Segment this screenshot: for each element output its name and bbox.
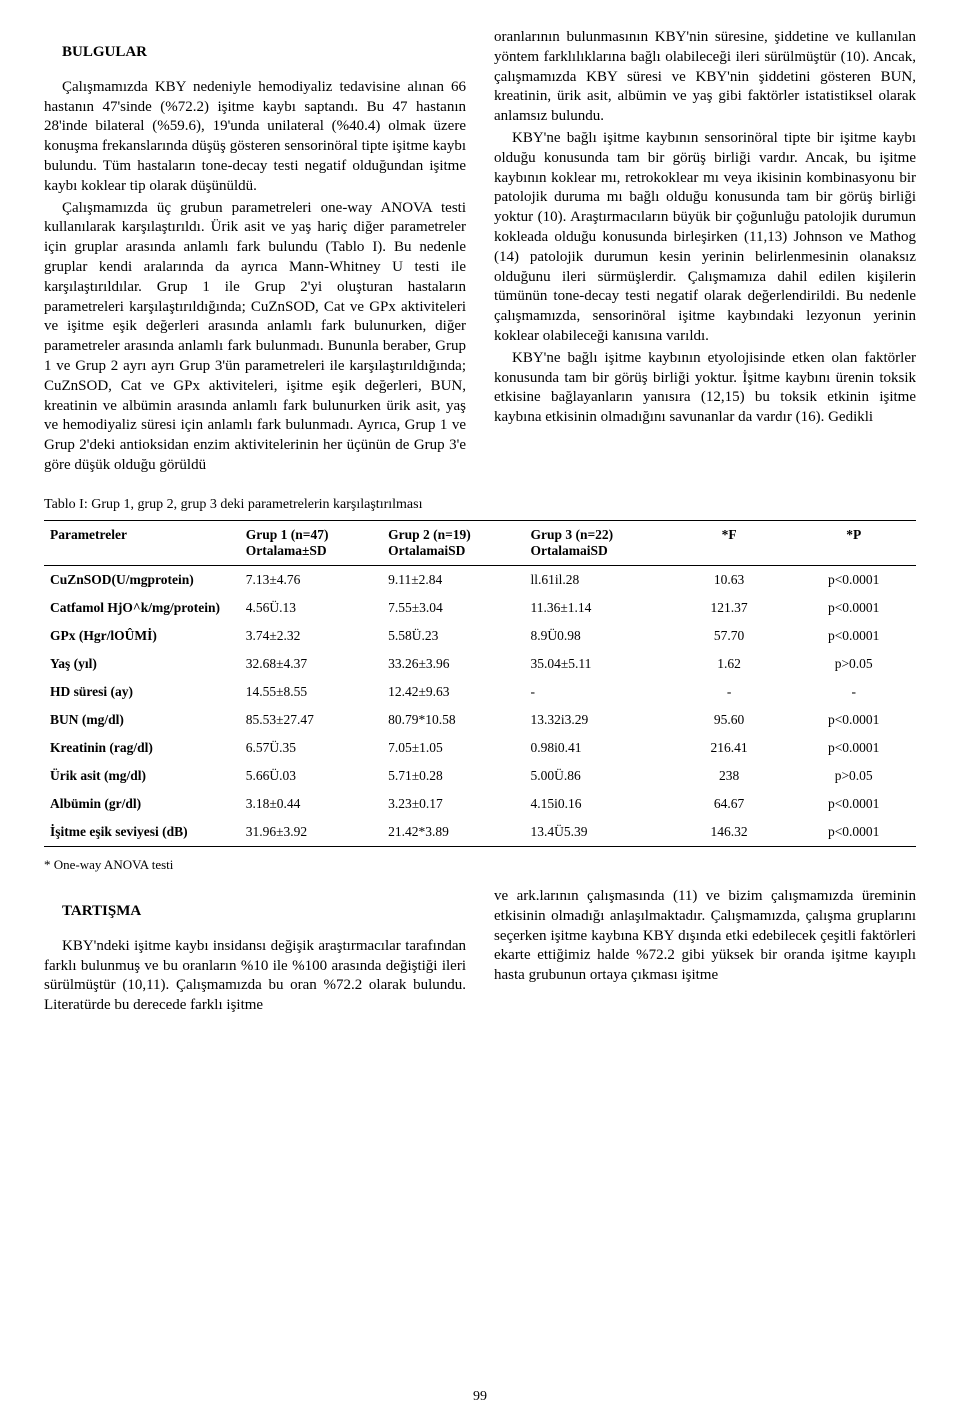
table-cell: 85.53±27.47 (240, 706, 382, 734)
table-cell: p<0.0001 (791, 790, 916, 818)
table-cell: Yaş (yıl) (44, 650, 240, 678)
table-cell: Albümin (gr/dl) (44, 790, 240, 818)
table-cell: 5.66Ü.03 (240, 762, 382, 790)
table-cell: 95.60 (667, 706, 792, 734)
table-row: HD süresi (ay)14.55±8.5512.42±9.63--- (44, 678, 916, 706)
table-row: GPx (Hgr/lOÛMİ)3.74±2.325.58Ü.238.9Ü0.98… (44, 622, 916, 650)
table-cell: 14.55±8.55 (240, 678, 382, 706)
table-cell: 21.42*3.89 (382, 818, 524, 847)
table-cell: CuZnSOD(U/mgprotein) (44, 565, 240, 594)
table-cell: 3.74±2.32 (240, 622, 382, 650)
right-paragraph-1: oranlarının bulunmasının KBY'nin süresin… (494, 28, 916, 127)
table-cell: 33.26±3.96 (382, 650, 524, 678)
table-cell: 5.71±0.28 (382, 762, 524, 790)
table-cell: 80.79*10.58 (382, 706, 524, 734)
table-cell: p<0.0001 (791, 565, 916, 594)
table-cell: p>0.05 (791, 762, 916, 790)
table-cell: BUN (mg/dl) (44, 706, 240, 734)
table-cell: 57.70 (667, 622, 792, 650)
table-footnote: * One-way ANOVA testi (44, 857, 916, 873)
right-paragraph-2: KBY'ne bağlı işitme kaybının sensorinöra… (494, 129, 916, 347)
table-cell: 8.9Ü0.98 (524, 622, 666, 650)
table-cell: 7.13±4.76 (240, 565, 382, 594)
table-cell: 11.36±1.14 (524, 594, 666, 622)
table-cell: 3.18±0.44 (240, 790, 382, 818)
table-cell: 4.56Ü.13 (240, 594, 382, 622)
table-row: Catfamol HjO^k/mg/protein)4.56Ü.137.55±3… (44, 594, 916, 622)
table-cell: HD süresi (ay) (44, 678, 240, 706)
table-row: BUN (mg/dl)85.53±27.4780.79*10.5813.32i3… (44, 706, 916, 734)
table-cell: 64.67 (667, 790, 792, 818)
table-cell: 146.32 (667, 818, 792, 847)
table-cell: 5.58Ü.23 (382, 622, 524, 650)
table-cell: 7.05±1.05 (382, 734, 524, 762)
table-cell: 7.55±3.04 (382, 594, 524, 622)
table-cell: 216.41 (667, 734, 792, 762)
left-paragraph-2: Çalışmamızda üç grubun parametreleri one… (44, 199, 466, 476)
table-cell: - (524, 678, 666, 706)
table-header-cell: Grup 3 (n=22)OrtalamaiSD (524, 520, 666, 565)
table-cell: Kreatinin (rag/dl) (44, 734, 240, 762)
table-cell: 4.15i0.16 (524, 790, 666, 818)
table-header-cell: Parametreler (44, 520, 240, 565)
table-cell: Ürik asit (mg/dl) (44, 762, 240, 790)
table-cell: - (791, 678, 916, 706)
table-cell: 1.62 (667, 650, 792, 678)
table-cell: 12.42±9.63 (382, 678, 524, 706)
table-cell: p<0.0001 (791, 734, 916, 762)
table-row: Yaş (yıl)32.68±4.3733.26±3.9635.04±5.111… (44, 650, 916, 678)
table-cell: 0.98i0.41 (524, 734, 666, 762)
table-header-row: ParametrelerGrup 1 (n=47)Ortalama±SDGrup… (44, 520, 916, 565)
table-cell: p<0.0001 (791, 594, 916, 622)
right-paragraph-3: KBY'ne bağlı işitme kaybının etyolojisin… (494, 349, 916, 428)
discussion-right-paragraph: ve ark.larının çalışmasında (11) ve bizi… (494, 887, 916, 986)
table-cell: 5.00Ü.86 (524, 762, 666, 790)
table-cell: ll.61il.28 (524, 565, 666, 594)
table-cell: p<0.0001 (791, 818, 916, 847)
table-header-cell: Grup 2 (n=19)OrtalamaiSD (382, 520, 524, 565)
table-cell: p>0.05 (791, 650, 916, 678)
table-cell: 13.4Ü5.39 (524, 818, 666, 847)
table-cell: 32.68±4.37 (240, 650, 382, 678)
left-paragraph-1: Çalışmamızda KBY nedeniyle hemodiyaliz t… (44, 78, 466, 197)
table-body: CuZnSOD(U/mgprotein)7.13±4.769.11±2.84ll… (44, 565, 916, 846)
table-row: İşitme eşik seviyesi (dB)31.96±3.9221.42… (44, 818, 916, 847)
bulgular-heading: BULGULAR (44, 43, 466, 63)
table-cell: 31.96±3.92 (240, 818, 382, 847)
table-cell: 121.37 (667, 594, 792, 622)
table-cell: 35.04±5.11 (524, 650, 666, 678)
table-header-cell: Grup 1 (n=47)Ortalama±SD (240, 520, 382, 565)
table-caption: Tablo I: Grup 1, grup 2, grup 3 deki par… (44, 496, 916, 514)
table-cell: 13.32i3.29 (524, 706, 666, 734)
table-header-cell: *F (667, 520, 792, 565)
table-cell: Catfamol HjO^k/mg/protein) (44, 594, 240, 622)
table-cell: 3.23±0.17 (382, 790, 524, 818)
table-cell: 6.57Ü.35 (240, 734, 382, 762)
tartisma-heading: TARTIŞMA (44, 902, 466, 922)
comparison-table: ParametrelerGrup 1 (n=47)Ortalama±SDGrup… (44, 520, 916, 847)
table-cell: p<0.0001 (791, 706, 916, 734)
table-cell: 9.11±2.84 (382, 565, 524, 594)
table-cell: İşitme eşik seviyesi (dB) (44, 818, 240, 847)
table-cell: - (667, 678, 792, 706)
table-cell: GPx (Hgr/lOÛMİ) (44, 622, 240, 650)
table-cell: 10.63 (667, 565, 792, 594)
table-row: Albümin (gr/dl)3.18±0.443.23±0.174.15i0.… (44, 790, 916, 818)
table-row: Kreatinin (rag/dl)6.57Ü.357.05±1.050.98i… (44, 734, 916, 762)
table-row: CuZnSOD(U/mgprotein)7.13±4.769.11±2.84ll… (44, 565, 916, 594)
page-number: 99 (0, 1389, 960, 1405)
discussion-left-paragraph: KBY'ndeki işitme kaybı insidansı değişik… (44, 937, 466, 1016)
table-header-cell: *P (791, 520, 916, 565)
table-cell: 238 (667, 762, 792, 790)
table-row: Ürik asit (mg/dl)5.66Ü.035.71±0.285.00Ü.… (44, 762, 916, 790)
table-cell: p<0.0001 (791, 622, 916, 650)
